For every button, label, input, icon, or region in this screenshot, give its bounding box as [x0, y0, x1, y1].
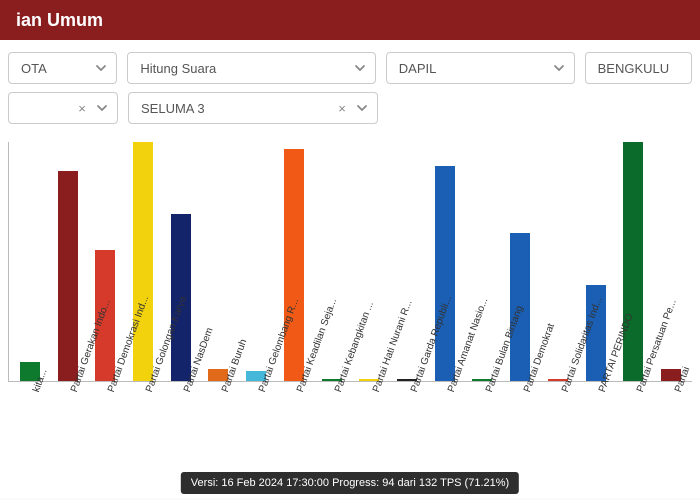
bar[interactable] — [623, 142, 643, 381]
select-label: Hitung Suara — [140, 61, 352, 76]
tooltip-text: Versi: 16 Feb 2024 17:30:00 Progress: 94… — [191, 477, 509, 489]
vote-chart: kita...Partai Gerakan Indo...Partai Demo… — [0, 138, 700, 498]
row1-select-0[interactable]: OTA — [8, 52, 117, 84]
clear-icon[interactable]: × — [75, 101, 89, 115]
bar[interactable] — [284, 149, 304, 381]
row2-select-0[interactable]: × — [8, 92, 118, 124]
select-label: BENGKULU — [598, 61, 683, 76]
clear-icon[interactable]: × — [335, 101, 349, 115]
progress-tooltip: Versi: 16 Feb 2024 17:30:00 Progress: 94… — [181, 472, 519, 494]
filter-bar: OTAHitung SuaraDAPILBENGKULU ×SELUMA 3× — [0, 40, 700, 138]
bar[interactable] — [133, 142, 153, 381]
chevron-down-icon — [552, 61, 566, 75]
chevron-down-icon — [353, 61, 367, 75]
row1-select-3[interactable]: BENGKULU — [585, 52, 692, 84]
app-header: ian Umum — [0, 0, 700, 40]
filter-row-2: ×SELUMA 3× — [8, 92, 692, 124]
select-label: OTA — [21, 61, 94, 76]
select-label: SELUMA 3 — [141, 101, 335, 116]
chevron-down-icon — [95, 101, 109, 115]
filter-row-1: OTA Hitung Suara DAPIL BENGKULU — [8, 52, 692, 84]
chevron-down-icon — [355, 101, 369, 115]
row1-select-1[interactable]: Hitung Suara — [127, 52, 375, 84]
bar[interactable] — [58, 171, 78, 381]
row1-select-2[interactable]: DAPIL — [386, 52, 575, 84]
app-title: ian Umum — [16, 10, 103, 31]
chevron-down-icon — [94, 61, 108, 75]
bar[interactable] — [435, 166, 455, 381]
select-label: DAPIL — [399, 61, 552, 76]
row2-select-1[interactable]: SELUMA 3× — [128, 92, 378, 124]
